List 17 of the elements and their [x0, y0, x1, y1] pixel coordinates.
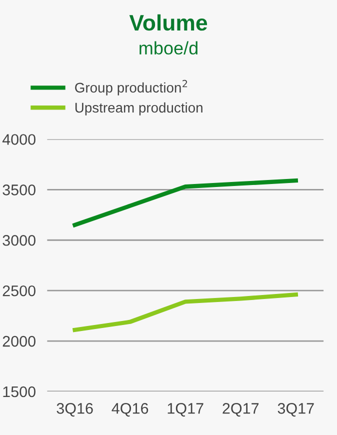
y-tick-label: 2000: [2, 336, 36, 347]
line-series: [72, 292, 298, 332]
chart-title: Volume: [129, 14, 208, 31]
y-tick-label: 2500: [2, 285, 36, 296]
x-tick-label: 3Q17: [278, 403, 314, 417]
x-tick-label: 3Q16: [56, 403, 93, 417]
x-tick-label: 1Q17: [168, 403, 204, 417]
x-tick-label: 2Q17: [222, 403, 259, 417]
chart-subtitle: mboe/d: [140, 41, 198, 55]
y-tick-label: 3000: [2, 234, 36, 246]
legend-label: Group production$^{2}$: [75, 80, 188, 96]
y-tick-label: 4000: [2, 134, 36, 145]
x-tick-label: 4Q16: [112, 403, 148, 417]
legend-label: Upstream production: [75, 102, 202, 116]
y-tick-label: 1500: [3, 386, 36, 398]
y-tick-label: 3500: [2, 184, 36, 196]
line-series: [72, 178, 298, 228]
